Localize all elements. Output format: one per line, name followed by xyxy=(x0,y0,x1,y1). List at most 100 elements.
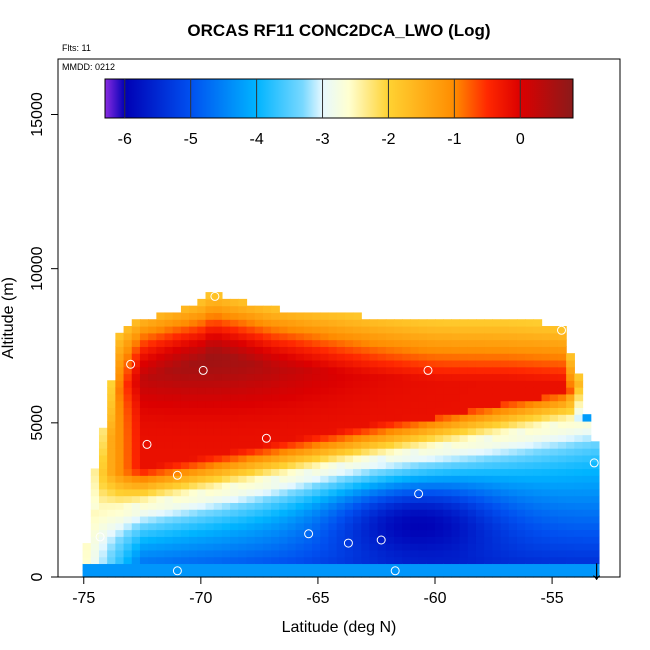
heatmap-cell xyxy=(205,441,215,449)
heatmap-cell xyxy=(475,461,485,470)
heatmap-cell xyxy=(287,366,297,375)
heatmap-cell xyxy=(566,563,575,571)
heatmap-cell xyxy=(328,339,338,347)
heatmap-cell xyxy=(377,543,387,551)
heatmap-cell xyxy=(344,380,354,388)
heatmap-cell xyxy=(115,482,125,490)
heatmap-cell xyxy=(451,353,461,361)
heatmap-cell xyxy=(541,339,551,347)
heatmap-cell xyxy=(353,570,362,578)
heatmap-cell xyxy=(320,509,330,517)
heatmap-cell xyxy=(410,570,420,578)
heatmap-cell xyxy=(394,346,403,354)
heatmap-cell xyxy=(172,339,182,347)
heatmap-cell xyxy=(443,461,452,470)
heatmap-cell xyxy=(508,387,518,395)
heatmap-cell xyxy=(385,332,395,341)
heatmap-cell xyxy=(353,509,362,517)
observation-point xyxy=(210,291,220,301)
heatmap-cell xyxy=(484,414,493,422)
heatmap-cell xyxy=(574,529,584,537)
heatmap-cell xyxy=(254,407,264,415)
heatmap-cell xyxy=(287,448,297,456)
heatmap-cell xyxy=(475,529,485,537)
heatmap-cell xyxy=(541,509,551,517)
heatmap-cell xyxy=(139,529,149,537)
heatmap-cell xyxy=(508,468,518,476)
heatmap-cell xyxy=(238,509,248,517)
observation-point xyxy=(376,535,386,545)
heatmap-cell xyxy=(123,441,133,449)
heatmap-cell xyxy=(123,488,133,497)
heatmap-cell xyxy=(467,509,477,517)
heatmap-cell xyxy=(435,393,444,402)
heatmap-cell xyxy=(385,339,395,347)
heatmap-cell xyxy=(336,482,346,490)
heatmap-cell xyxy=(394,434,403,442)
heatmap-cell xyxy=(484,366,493,375)
heatmap-cell xyxy=(508,543,518,551)
heatmap-cell xyxy=(295,400,305,409)
heatmap-cell xyxy=(385,509,395,517)
heatmap-cell xyxy=(410,387,420,395)
heatmap-cell xyxy=(279,488,289,497)
heatmap-cell xyxy=(508,549,518,558)
heatmap-cell xyxy=(484,495,493,503)
heatmap-cell xyxy=(377,570,387,578)
heatmap-cell xyxy=(238,482,248,490)
heatmap-cell xyxy=(115,488,125,497)
heatmap-cell xyxy=(238,393,248,402)
heatmap-cell xyxy=(443,502,452,510)
heatmap-cell xyxy=(238,387,248,395)
heatmap-cell xyxy=(131,488,141,497)
heatmap-cell xyxy=(369,529,379,537)
heatmap-cell xyxy=(131,400,141,409)
heatmap-cell xyxy=(172,549,182,558)
heatmap-cell xyxy=(172,427,182,436)
heatmap-cell xyxy=(516,570,526,578)
heatmap-cell xyxy=(451,393,461,402)
heatmap-cell xyxy=(459,353,469,361)
heatmap-cell xyxy=(541,353,551,361)
heatmap-cell xyxy=(139,332,149,341)
heatmap-cell xyxy=(508,495,518,503)
heatmap-cell xyxy=(156,434,166,442)
heatmap-cell xyxy=(484,461,493,470)
heatmap-cell xyxy=(467,448,477,456)
heatmap-cell xyxy=(500,319,510,327)
heatmap-cell xyxy=(230,332,239,341)
heatmap-cell xyxy=(533,570,543,578)
heatmap-cell xyxy=(402,448,412,456)
heatmap-cell xyxy=(328,400,338,409)
heatmap-cell xyxy=(123,387,133,395)
heatmap-cell xyxy=(172,515,182,524)
heatmap-cell xyxy=(394,448,403,456)
heatmap-cell xyxy=(107,427,116,436)
heatmap-cell xyxy=(459,326,469,334)
heatmap-cell xyxy=(98,556,108,565)
heatmap-cell xyxy=(303,543,313,551)
heatmap-cell xyxy=(500,522,510,531)
heatmap-cell xyxy=(459,359,469,368)
heatmap-cell xyxy=(500,326,510,334)
heatmap-cell xyxy=(115,475,125,483)
heatmap-cell xyxy=(295,488,305,497)
heatmap-cell xyxy=(353,373,362,381)
heatmap-cell xyxy=(377,488,387,497)
heatmap-cell xyxy=(213,563,223,571)
heatmap-cell xyxy=(123,549,133,558)
heatmap-cell xyxy=(246,502,256,510)
heatmap-cell xyxy=(246,488,256,497)
heatmap-cell xyxy=(451,434,461,442)
heatmap-cell xyxy=(230,488,239,497)
heatmap-cell xyxy=(353,326,362,334)
heatmap-cell xyxy=(197,468,207,476)
heatmap-cell xyxy=(172,495,182,503)
heatmap-cell xyxy=(549,482,559,490)
heatmap-cell xyxy=(459,339,469,347)
heatmap-cell xyxy=(303,454,313,463)
heatmap-cell xyxy=(115,495,125,503)
heatmap-cell xyxy=(516,536,526,544)
heatmap-cell xyxy=(443,454,452,463)
heatmap-cell xyxy=(361,488,371,497)
